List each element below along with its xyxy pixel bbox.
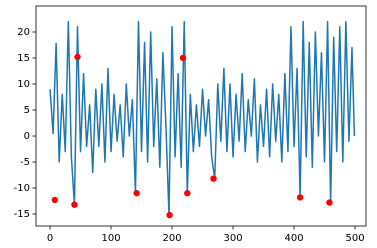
y-tick-label: 15 bbox=[17, 53, 30, 64]
point bbox=[296, 194, 304, 201]
point bbox=[71, 201, 78, 208]
data-line bbox=[49, 20, 356, 216]
x-tick-label: 100 bbox=[101, 233, 120, 244]
y-tick-label: 20 bbox=[17, 27, 30, 38]
y-tick-label: 10 bbox=[17, 79, 30, 90]
point bbox=[179, 54, 187, 62]
x-tick-label: 400 bbox=[284, 233, 303, 244]
plot-frame bbox=[35, 5, 367, 227]
point bbox=[184, 190, 191, 197]
y-tick-label: -15 bbox=[14, 209, 30, 220]
y-tick-label: 5 bbox=[24, 105, 30, 116]
point bbox=[326, 199, 333, 206]
point bbox=[133, 190, 140, 197]
x-tick-label: 0 bbox=[47, 233, 53, 244]
point bbox=[166, 211, 173, 219]
x-tick-label: 500 bbox=[345, 233, 364, 244]
x-tick-label: 200 bbox=[162, 233, 181, 244]
y-tick-label: -10 bbox=[14, 183, 30, 194]
point bbox=[74, 53, 81, 61]
x-tick-label: 300 bbox=[223, 233, 242, 244]
y-tick-label: 0 bbox=[24, 131, 30, 142]
point bbox=[210, 175, 217, 182]
point bbox=[51, 196, 59, 204]
y-tick-label: -5 bbox=[20, 157, 30, 168]
